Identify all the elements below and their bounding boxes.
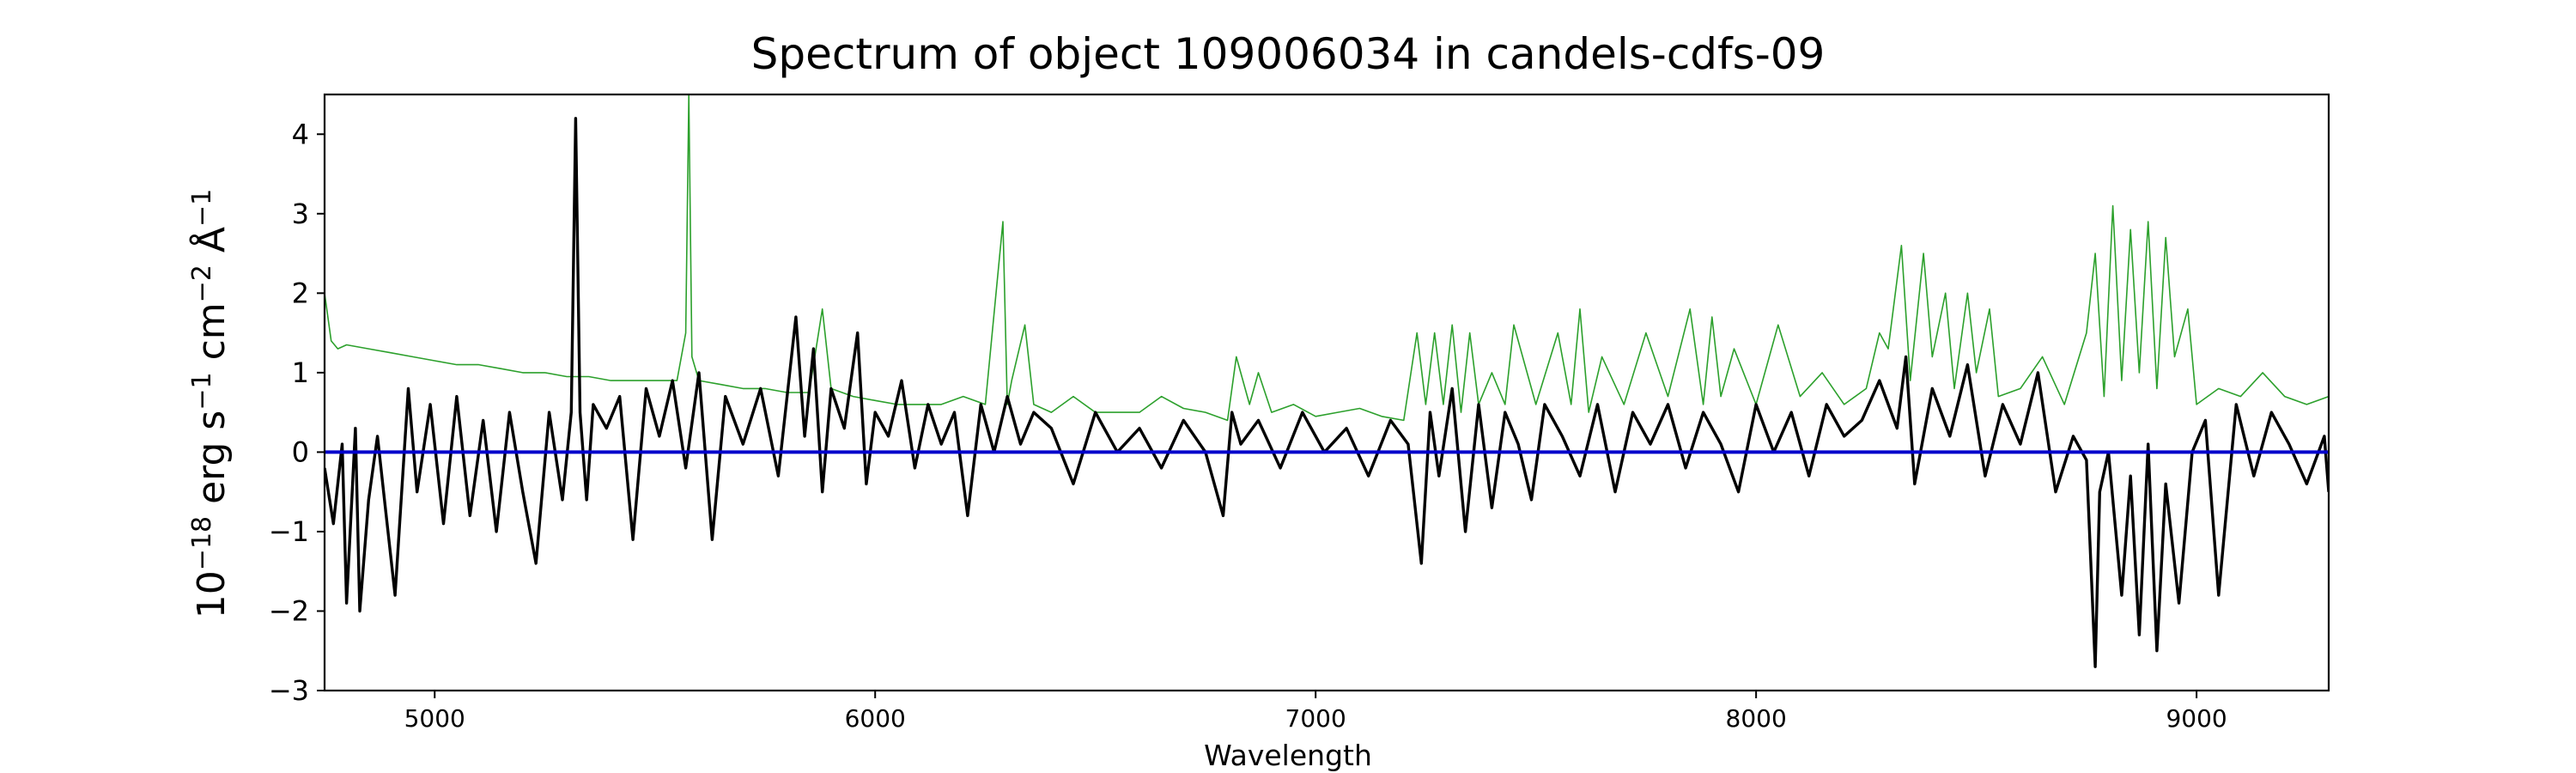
y-tick-label: −3 [269, 674, 309, 707]
chart-title: Spectrum of object 109006034 in candels-… [750, 29, 1826, 79]
x-axis-ticks: 5000 6000 7000 8000 9000 [404, 691, 2227, 733]
x-tick-label: 6000 [845, 704, 906, 733]
y-tick-label: 0 [292, 435, 309, 468]
x-tick-label: 8000 [1726, 704, 1787, 733]
y-axis-label: 10−18 erg s−1 cm−2 Å−1 [187, 188, 234, 619]
y-tick-label: 3 [292, 198, 309, 230]
y-axis-ticks: −3 −2 −1 0 1 2 3 4 [269, 118, 325, 707]
x-tick-label: 5000 [404, 704, 465, 733]
plot-frame [323, 93, 2330, 692]
y-tick-label: 2 [292, 277, 309, 309]
x-axis-label: Wavelength [1204, 739, 1372, 772]
y-tick-label: −1 [269, 515, 309, 548]
x-tick-label: 7000 [1285, 704, 1346, 733]
error-series-line [325, 94, 2329, 422]
x-tick-label: 9000 [2166, 704, 2227, 733]
y-tick-label: 4 [292, 118, 309, 150]
flux-series-line [325, 117, 2329, 668]
y-tick-label: −2 [269, 594, 309, 627]
y-tick-label: 1 [292, 356, 309, 389]
series-layer [325, 94, 2329, 668]
